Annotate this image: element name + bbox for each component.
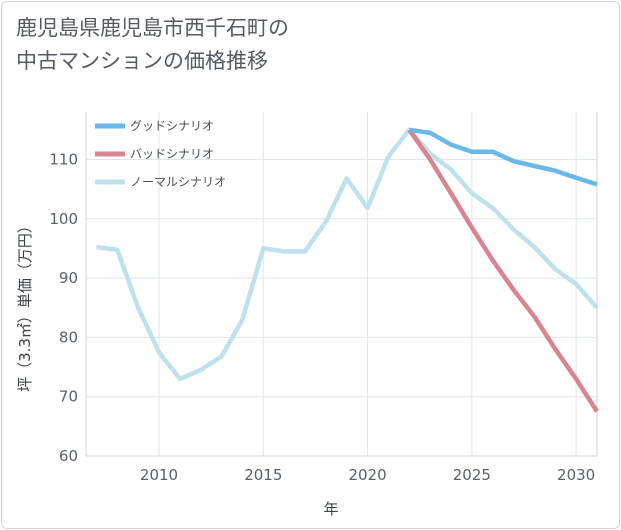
x-tick-label: 2015 bbox=[244, 466, 282, 484]
x-tick-label: 2020 bbox=[348, 466, 386, 484]
x-axis-label: 年 bbox=[323, 500, 338, 518]
y-tick-label: 60 bbox=[59, 447, 78, 465]
x-tick-label: 2025 bbox=[453, 466, 491, 484]
y-tick-label: 80 bbox=[59, 328, 78, 346]
title-line-2: 中古マンションの価格推移 bbox=[16, 49, 268, 73]
y-tick-label: 90 bbox=[59, 269, 78, 287]
legend-label-2: ノーマルシナリオ bbox=[130, 175, 226, 189]
title-line-1: 鹿児島県鹿児島市西千石町の bbox=[16, 16, 289, 40]
legend-label-1: バッドシナリオ bbox=[130, 147, 214, 161]
y-tick-label: 70 bbox=[59, 388, 78, 406]
y-tick-label: 110 bbox=[49, 150, 78, 168]
legend-label-0: グッドシナリオ bbox=[130, 119, 214, 133]
page-title: 鹿児島県鹿児島市西千石町の 中古マンションの価格推移 bbox=[16, 12, 576, 78]
y-axis-label: 坪（3.3㎡）単価（万円） bbox=[16, 218, 34, 392]
x-tick-label: 2010 bbox=[140, 466, 178, 484]
series-line-1 bbox=[407, 128, 599, 413]
series-line-2 bbox=[96, 127, 599, 382]
series-line-0 bbox=[408, 127, 598, 187]
series-lines bbox=[96, 127, 599, 413]
grid bbox=[85, 112, 598, 457]
x-tick-label: 2030 bbox=[557, 466, 595, 484]
tick-labels: 60 70 80 90 100 110 2010 2015 2020 2025 2030 bbox=[49, 150, 595, 484]
y-tick-label: 100 bbox=[49, 210, 78, 228]
